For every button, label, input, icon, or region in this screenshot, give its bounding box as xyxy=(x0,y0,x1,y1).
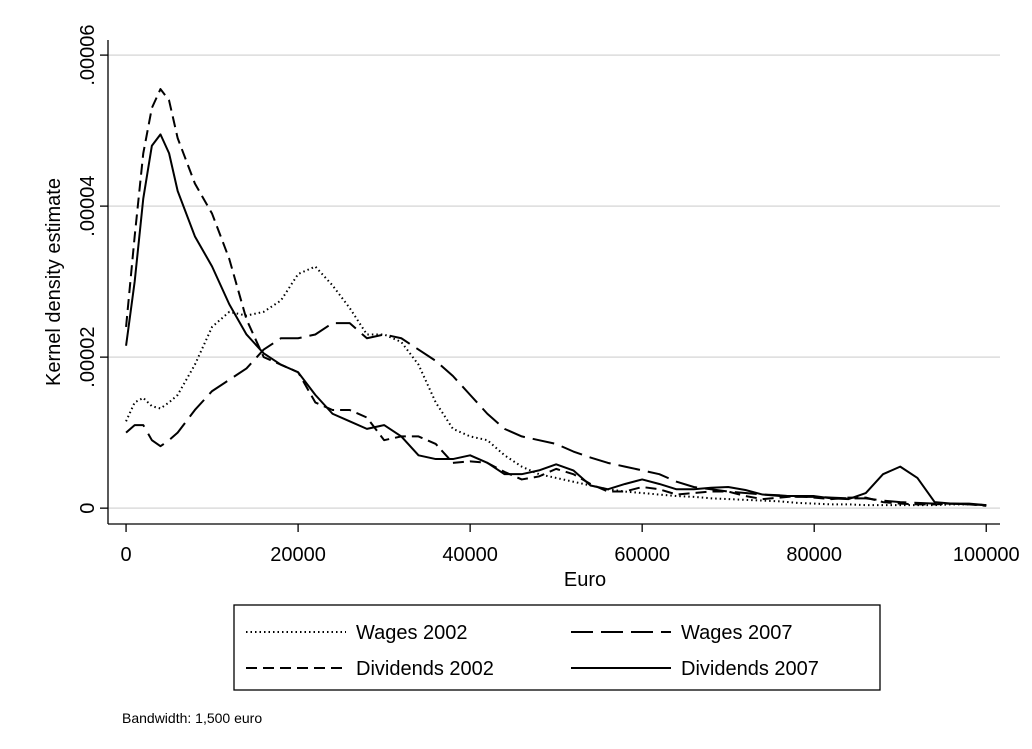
note: Bandwidth: 1,500 euro xyxy=(122,710,262,726)
x-axis-title: Euro xyxy=(564,569,606,591)
y-tick-label: .00006 xyxy=(77,25,99,86)
series-line xyxy=(125,133,987,507)
x-tick-label: 0 xyxy=(121,544,132,566)
x-tick-label: 60000 xyxy=(614,544,670,566)
legend-label: Dividends 2002 xyxy=(356,658,494,680)
series-line xyxy=(125,265,987,507)
legend-label: Dividends 2007 xyxy=(681,658,819,680)
y-tick-label: .00002 xyxy=(77,327,99,388)
x-tick-label: 20000 xyxy=(270,544,326,566)
y-axis-title: Kernel density estimate xyxy=(43,178,65,386)
x-tick-label: 40000 xyxy=(442,544,498,566)
x-tick-label: 100000 xyxy=(953,544,1020,566)
y-tick-label: .00004 xyxy=(77,176,99,237)
legend-box xyxy=(233,604,881,691)
legend-label: Wages 2007 xyxy=(681,622,793,644)
x-tick-label: 80000 xyxy=(786,544,842,566)
y-tick-label: 0 xyxy=(77,503,99,514)
legend-label: Wages 2002 xyxy=(356,622,468,644)
